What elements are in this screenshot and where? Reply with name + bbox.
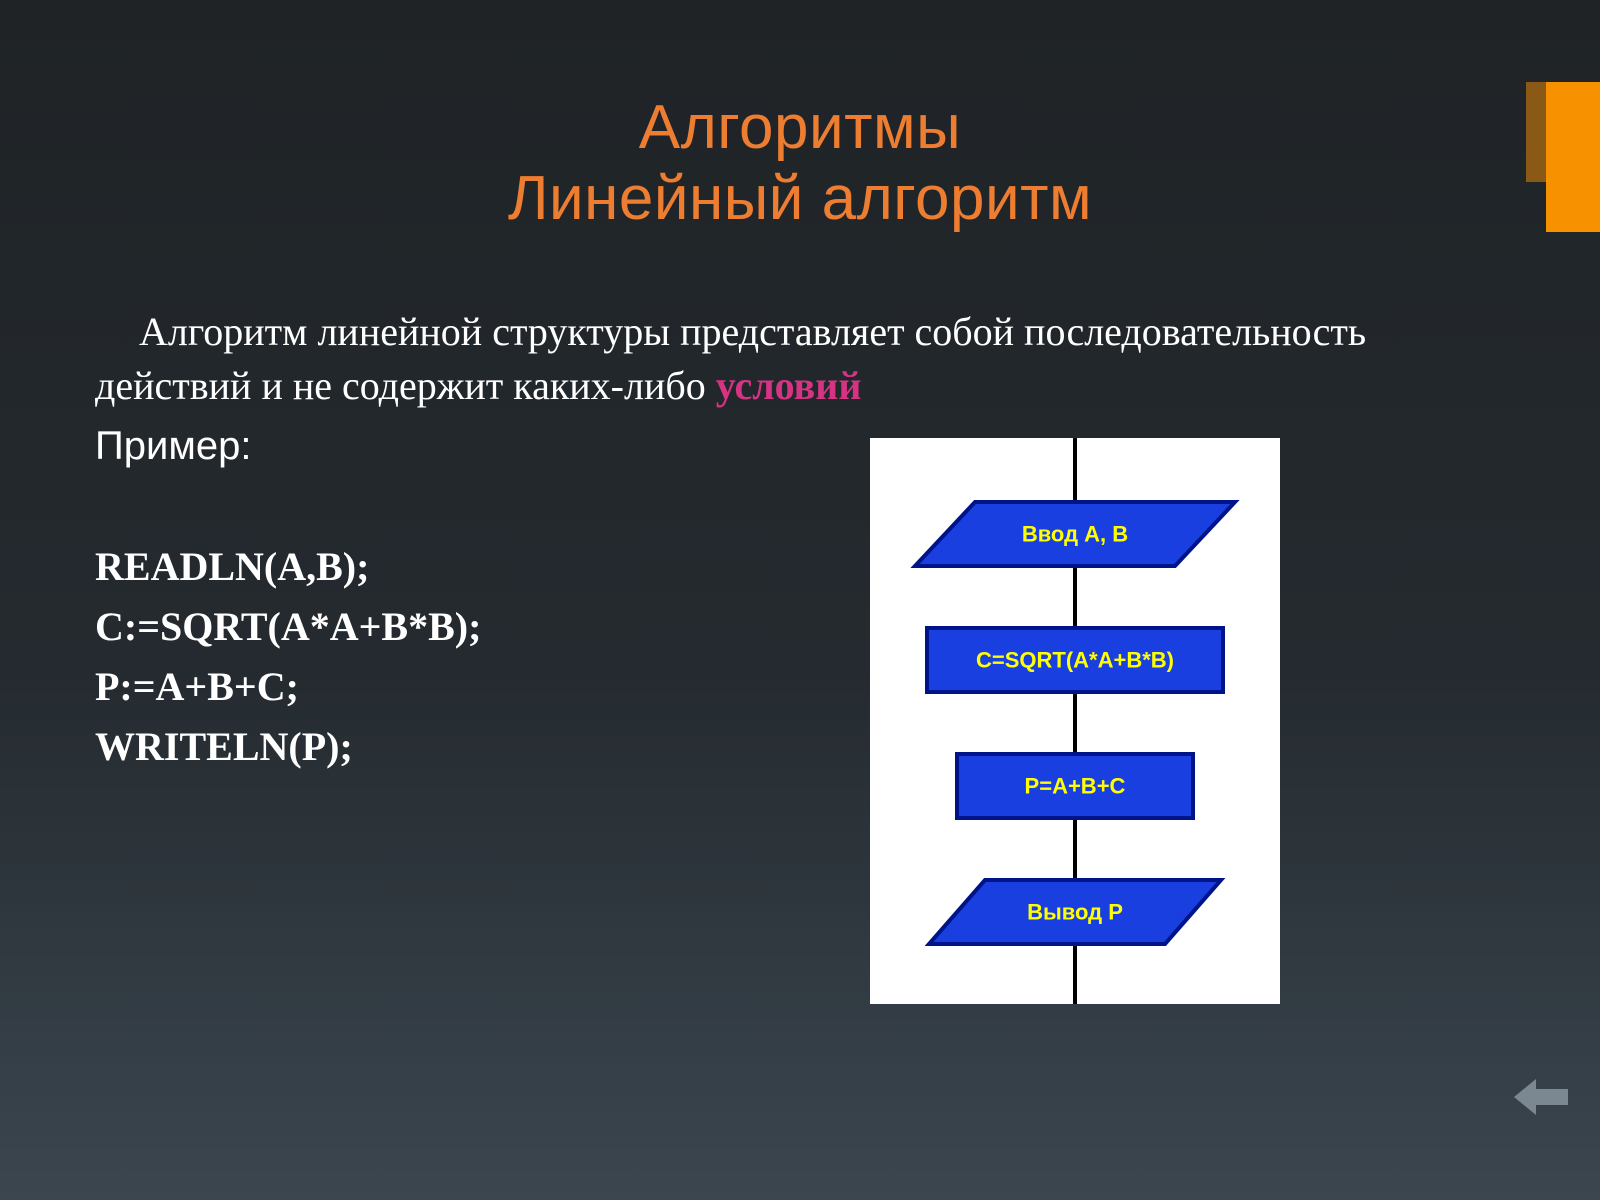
svg-text:P=A+B+C: P=A+B+C xyxy=(1025,774,1126,799)
flowchart-frame: Ввод A, B C=SQRT(A*A+B*B) P=A+B+C Вывод P xyxy=(870,438,1280,1004)
flowchart-svg: Ввод A, B C=SQRT(A*A+B*B) P=A+B+C Вывод P xyxy=(870,438,1280,1004)
code-line: C:=SQRT(A*A+B*B); xyxy=(95,597,1515,657)
title-line-1: Алгоритмы xyxy=(0,92,1600,163)
svg-text:C=SQRT(A*A+B*B): C=SQRT(A*A+B*B) xyxy=(976,648,1174,673)
code-line: READLN(A,B); xyxy=(95,537,1515,597)
slide-body: Алгоритм линейной структуры представляет… xyxy=(95,305,1515,777)
code-line: WRITELN(P); xyxy=(95,717,1515,777)
svg-text:Вывод P: Вывод P xyxy=(1027,900,1123,925)
code-line: P:=A+B+C; xyxy=(95,657,1515,717)
title-line-2: Линейный алгоритм xyxy=(0,163,1600,234)
paragraph-highlight: условий xyxy=(716,363,862,408)
slide: Алгоритмы Линейный алгоритм Алгоритм лин… xyxy=(0,0,1600,1200)
example-label: Пример: xyxy=(95,419,1515,473)
paragraph: Алгоритм линейной структуры представляет… xyxy=(95,305,1515,413)
slide-title: Алгоритмы Линейный алгоритм xyxy=(0,92,1600,235)
code-block: READLN(A,B); C:=SQRT(A*A+B*B); P:=A+B+C;… xyxy=(95,537,1515,777)
svg-text:Ввод A, B: Ввод A, B xyxy=(1022,522,1128,547)
back-arrow-icon[interactable] xyxy=(1514,1079,1568,1120)
